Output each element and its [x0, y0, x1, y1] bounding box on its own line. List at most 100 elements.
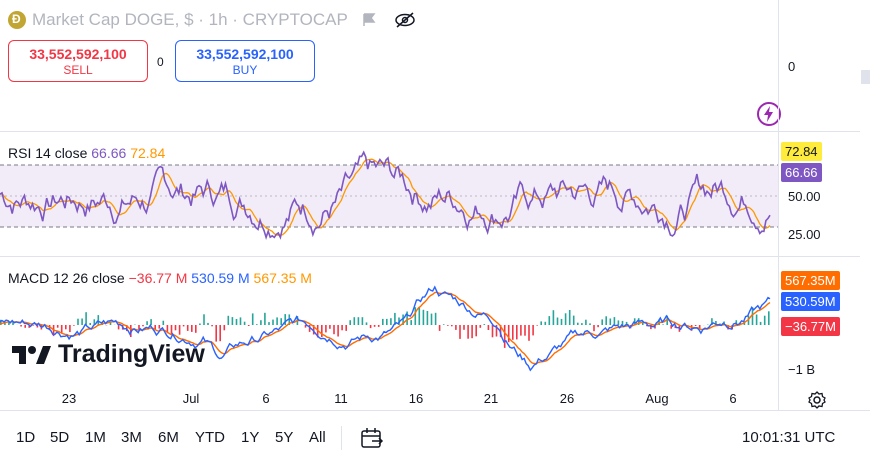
- timeframe-1m[interactable]: 1M: [85, 429, 106, 446]
- buy-price: 33,552,592,100: [196, 46, 294, 62]
- macd-histogram-bar: [759, 321, 762, 325]
- macd-histogram-bar: [390, 318, 392, 325]
- macd-histogram-bar: [434, 312, 437, 325]
- macd-histogram-bar: [406, 311, 408, 325]
- macd-histogram-bar: [670, 325, 672, 329]
- chart-header: Market Cap DOGE, $ · 1h · CRYPTOCAP: [0, 0, 860, 40]
- macd-histogram-bar: [60, 325, 63, 334]
- time-axis-divider: [0, 410, 870, 411]
- macd-histogram-bar: [459, 325, 461, 339]
- macd-histogram-bar: [81, 318, 83, 325]
- macd-histogram-bar: [227, 315, 230, 325]
- macd-histogram-bar: [495, 325, 498, 337]
- macd-histogram-bar: [341, 325, 343, 331]
- macd-histogram-bar: [316, 325, 319, 338]
- macd-histogram-bar: [581, 323, 583, 325]
- flag-icon[interactable]: [362, 13, 376, 27]
- macd-histogram-bar: [548, 316, 551, 325]
- macd-histogram-bar: [211, 325, 213, 327]
- macd-histogram-bar: [203, 314, 205, 325]
- tradingview-logo[interactable]: TradingView: [12, 340, 205, 369]
- macd-axis-minus1b: −1 B: [788, 362, 816, 377]
- macd-histogram-bar: [243, 321, 246, 325]
- macd-histogram-bar: [268, 322, 270, 325]
- rsi-ma-price-tag: 72.84: [781, 142, 822, 161]
- macd-histogram-bar: [304, 325, 307, 328]
- timeframe-1d[interactable]: 1D: [16, 429, 36, 446]
- macd-histogram-bar: [662, 324, 664, 325]
- macd-histogram-bar: [568, 310, 571, 325]
- macd-histogram-bar: [455, 325, 457, 330]
- timeframe-all[interactable]: All: [309, 429, 326, 446]
- price-scale-zero: 0: [788, 59, 796, 74]
- macd-histogram-bar: [0, 319, 2, 325]
- macd-histogram-bar: [191, 325, 193, 332]
- macd-histogram-bar: [373, 325, 376, 327]
- sell-price: 33,552,592,100: [29, 46, 127, 62]
- macd-histogram-bar: [56, 325, 59, 328]
- chart-settings-gear-icon[interactable]: [807, 390, 827, 410]
- sell-button[interactable]: 33,552,592,100 SELL: [8, 40, 148, 82]
- date-range-calendar-icon[interactable]: [360, 427, 384, 449]
- macd-histogram-bar: [556, 317, 559, 325]
- macd-histogram-bar: [422, 309, 425, 325]
- tradingview-logo-icon: [12, 345, 51, 364]
- timeframe-3m[interactable]: 3M: [121, 429, 142, 446]
- macd-histogram-bar: [467, 325, 469, 339]
- lightning-icon[interactable]: [756, 101, 782, 127]
- rsi-pane[interactable]: [0, 132, 778, 256]
- symbol-title[interactable]: Market Cap DOGE, $ · 1h · CRYPTOCAP: [32, 10, 348, 29]
- macd-histogram-bar: [694, 325, 697, 326]
- macd-histogram-bar: [637, 318, 640, 325]
- rsi-legend[interactable]: RSI 14 close 66.66 72.84: [8, 145, 165, 161]
- macd-histogram-bar: [658, 319, 660, 325]
- macd-histogram-bar: [463, 325, 465, 330]
- spread-value: 0: [157, 55, 164, 69]
- macd-histogram-bar: [491, 325, 494, 338]
- macd-signal-line: [0, 291, 771, 365]
- timeframe-1y[interactable]: 1Y: [241, 429, 260, 446]
- rsi-axis-50: 50.00: [788, 189, 821, 204]
- macd-histogram-bar: [577, 322, 579, 325]
- macd-histogram-bar: [312, 325, 315, 335]
- macd-histogram-bar: [536, 325, 538, 326]
- timeframe-6m[interactable]: 6M: [158, 429, 179, 446]
- hide-eye-icon[interactable]: [394, 11, 416, 29]
- macd-histogram-bar: [528, 325, 530, 341]
- macd-histogram-bar: [751, 307, 754, 325]
- pane-divider-rsi: [0, 131, 860, 132]
- macd-histogram-bar: [479, 325, 482, 328]
- utc-clock[interactable]: 10:01:31 UTC: [742, 429, 836, 446]
- macd-histogram-bar: [418, 307, 421, 325]
- macd-histogram-bar: [698, 325, 701, 329]
- macd-histogram-bar: [552, 310, 555, 325]
- macd-histogram-bar: [126, 325, 128, 332]
- macd-histogram-bar: [353, 317, 356, 325]
- rsi-legend-ma-value: 72.84: [130, 145, 166, 161]
- macd-legend[interactable]: MACD 12 26 close −36.77 M 530.59 M 567.3…: [8, 270, 312, 286]
- macd-histogram-bar: [272, 319, 274, 325]
- macd-histogram-bar: [768, 311, 770, 325]
- macd-histogram-bar: [337, 325, 339, 337]
- timeframe-5y[interactable]: 5Y: [275, 429, 294, 446]
- macd-histogram-bar: [166, 325, 169, 334]
- macd-histogram-bar: [158, 325, 161, 329]
- macd-hist-tag: −36.77M: [781, 317, 840, 336]
- timeframe-5d[interactable]: 5D: [50, 429, 70, 446]
- macd-histogram-bar: [438, 325, 441, 331]
- macd-histogram-bar: [325, 325, 327, 333]
- macd-histogram-bar: [182, 325, 185, 327]
- macd-histogram-bar: [32, 325, 35, 326]
- macd-signal-tag: 567.35M: [781, 271, 840, 290]
- macd-histogram-bar: [487, 325, 490, 330]
- macd-line-tag: 530.59M: [781, 292, 840, 311]
- macd-histogram-bar: [572, 315, 575, 325]
- macd-pane[interactable]: [0, 257, 778, 387]
- macd-histogram-bar: [755, 314, 758, 325]
- timeframe-ytd[interactable]: YTD: [195, 429, 225, 446]
- macd-histogram-bar: [617, 320, 620, 325]
- buy-button[interactable]: 33,552,592,100 BUY: [175, 40, 315, 82]
- macd-histogram-bar: [430, 313, 433, 325]
- macd-histogram-bar: [247, 325, 250, 326]
- right-scroll-handle[interactable]: [861, 70, 870, 84]
